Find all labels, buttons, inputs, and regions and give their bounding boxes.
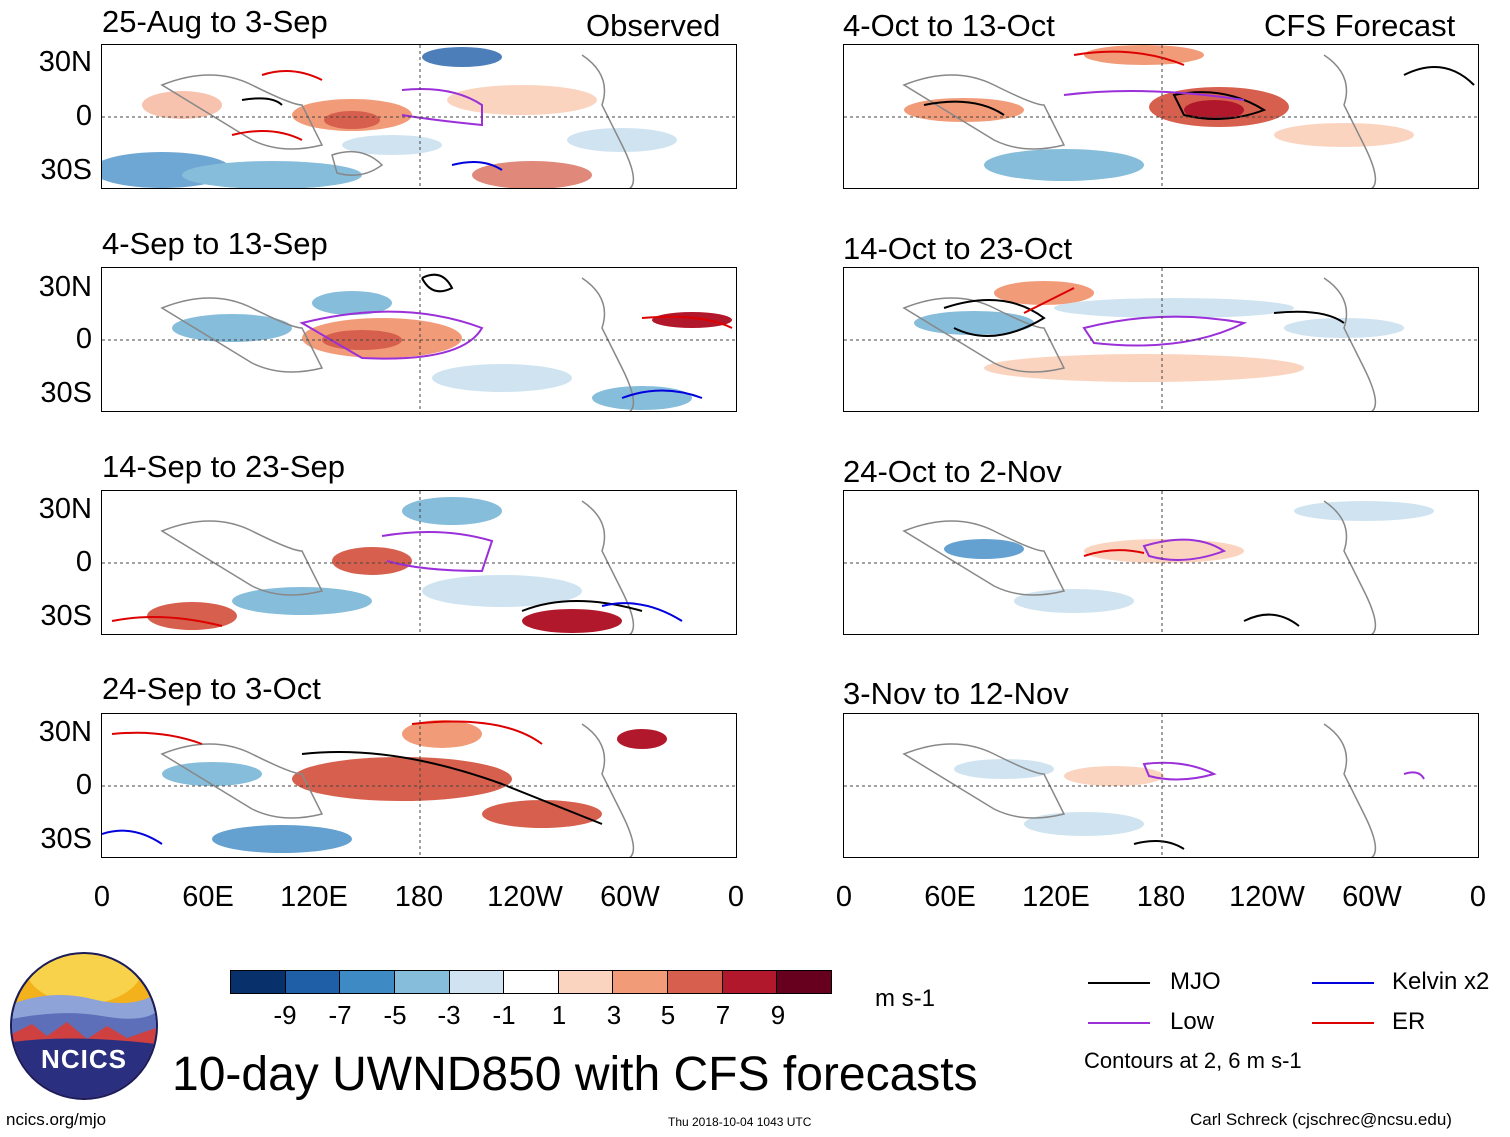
legend-label-low: Low [1170,1008,1215,1035]
colorbar-swatch [777,971,832,993]
panel-title-fc-3: 24-Oct to 2-Nov [843,454,1062,489]
lon-label-obs-120e: 120E [280,881,348,913]
colorbar-swatch [285,971,341,993]
colorbar-swatch [449,971,505,993]
colorbar-label: 3 [606,1000,622,1030]
forecast-label: CFS Forecast [1264,8,1456,43]
map-panel-obs-3 [101,490,737,635]
lon-label-obs-0: 0 [93,881,111,913]
lon-label-obs-180: 180 [394,881,444,913]
lat-label-30s: 30S [40,823,92,855]
lat-label-eq: 0 [75,323,92,355]
colorbar-swatch [231,971,286,993]
colorbar-swatch [394,971,450,993]
map-panel-fc-2 [843,267,1479,412]
map-panel-obs-4 [101,713,737,858]
lon-label-obs-60e: 60E [182,881,234,913]
lat-label-eq: 0 [75,769,92,801]
colorbar-units: m s-1 [875,985,935,1012]
lat-label-30n: 30N [38,271,92,303]
lon-label-fc-60e: 60E [924,881,976,913]
lat-label-eq: 0 [75,546,92,578]
lat-label-30s: 30S [40,600,92,632]
lat-label-30n: 30N [38,493,92,525]
lon-label-fc-120w: 120W [1229,881,1305,913]
colorbar-label: 9 [770,1000,786,1030]
panel-title-obs-4: 24-Sep to 3-Oct [102,671,321,706]
observed-label: Observed [586,8,721,43]
contours-note: Contours at 2, 6 m s-1 [1084,1048,1302,1073]
colorbar-label: -7 [328,1000,352,1030]
map-panel-obs-1 [101,44,737,189]
colorbar-swatch [558,971,614,993]
colorbar-swatch [668,971,723,993]
lat-label-30n: 30N [38,716,92,748]
lon-label-obs-60w: 60W [600,881,660,913]
footer-credit: Carl Schreck (cjschrec@ncsu.edu) [1190,1110,1452,1129]
lon-label-fc-60w: 60W [1342,881,1402,913]
legend-label-kelvin: Kelvin x2 [1392,968,1490,995]
panel-title-fc-2: 14-Oct to 23-Oct [843,231,1073,266]
legend-line-er [1312,1022,1374,1024]
map-panel-fc-1 [843,44,1479,189]
footer-timestamp: Thu 2018-10-04 1043 UTC [668,1115,812,1129]
panel-title-obs-1: 25-Aug to 3-Sep [102,4,328,39]
lon-label-fc-120e: 120E [1022,881,1090,913]
lat-label-30s: 30S [40,154,92,186]
map-panel-obs-2 [101,267,737,412]
colorbar-swatch [613,971,669,993]
colorbar-label: 1 [551,1000,567,1030]
lat-label-30s: 30S [40,377,92,409]
lon-label-obs-120w: 120W [487,881,563,913]
legend-label-er: ER [1392,1008,1426,1035]
map-panel-fc-3 [843,490,1479,635]
lat-label-eq: 0 [75,100,92,132]
lon-label-fc-0e: 0 [1469,881,1487,913]
footer-url: ncics.org/mjo [6,1110,107,1129]
legend-label-mjo: MJO [1170,968,1221,995]
main-title: 10-day UWND850 with CFS forecasts [172,1048,978,1101]
colorbar-label: 7 [715,1000,731,1030]
colorbar-label: -3 [437,1000,461,1030]
colorbar-label: -1 [492,1000,516,1030]
colorbar-label: -9 [273,1000,297,1030]
colorbar-label: -5 [383,1000,407,1030]
lat-label-30n: 30N [38,46,92,78]
colorbar-swatch [340,971,395,993]
colorbar-swatch [504,971,559,993]
panel-title-obs-3: 14-Sep to 23-Sep [102,449,346,484]
panel-title-fc-4: 3-Nov to 12-Nov [843,676,1069,711]
colorbar-label: 5 [660,1000,676,1030]
legend-line-mjo [1088,982,1150,984]
legend-line-kelvin [1312,982,1374,984]
logo-text: NCICS [41,1044,127,1074]
panel-title-obs-2: 4-Sep to 13-Sep [102,226,328,261]
panel-title-fc-1: 4-Oct to 13-Oct [843,8,1055,43]
lon-label-fc-0: 0 [835,881,853,913]
colorbar-swatch [722,971,778,993]
map-panel-fc-4 [843,713,1479,858]
colorbar [230,970,832,994]
ncics-logo: NCICS [10,952,158,1100]
lon-label-obs-0e: 0 [727,881,745,913]
lon-label-fc-180: 180 [1136,881,1186,913]
legend-line-low [1088,1022,1150,1024]
